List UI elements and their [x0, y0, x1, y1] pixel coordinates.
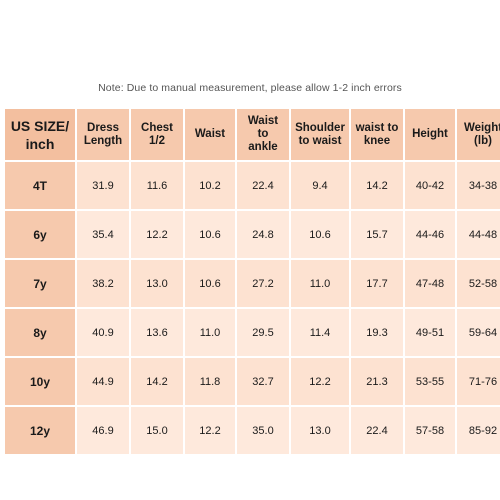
- waist-to-knee-cell: 19.3: [351, 309, 403, 356]
- shoulder-to-waist-cell: 10.6: [291, 211, 349, 258]
- waist-cell: 10.6: [185, 260, 235, 307]
- waist-to-ankle-cell: 24.8: [237, 211, 289, 258]
- size-cell: 7y: [5, 260, 75, 307]
- shoulder-to-waist-cell: 11.4: [291, 309, 349, 356]
- shoulder-to-waist-cell: 9.4: [291, 162, 349, 209]
- table-row: 4T 31.9 11.6 10.2 22.4 9.4 14.2 40-42 34…: [5, 162, 500, 209]
- dress-length-cell: 38.2: [77, 260, 129, 307]
- size-chart-table: US SIZE/ inch Dress Length Chest 1/2 Wai…: [3, 107, 500, 456]
- waist-cell: 11.0: [185, 309, 235, 356]
- waist-to-ankle-cell: 35.0: [237, 407, 289, 454]
- weight-cell: 85-92: [457, 407, 500, 454]
- weight-cell: 71-76: [457, 358, 500, 405]
- weight-cell: 52-58: [457, 260, 500, 307]
- header-waist: Waist: [185, 109, 235, 160]
- waist-to-knee-cell: 15.7: [351, 211, 403, 258]
- chest-cell: 13.0: [131, 260, 183, 307]
- table-row: 6y 35.4 12.2 10.6 24.8 10.6 15.7 44-46 4…: [5, 211, 500, 258]
- size-cell: 10y: [5, 358, 75, 405]
- chest-cell: 13.6: [131, 309, 183, 356]
- waist-to-ankle-cell: 27.2: [237, 260, 289, 307]
- waist-cell: 12.2: [185, 407, 235, 454]
- chest-cell: 11.6: [131, 162, 183, 209]
- waist-to-knee-cell: 21.3: [351, 358, 403, 405]
- height-cell: 47-48: [405, 260, 455, 307]
- header-waist-to-knee: waist to knee: [351, 109, 403, 160]
- shoulder-to-waist-cell: 13.0: [291, 407, 349, 454]
- table-row: 8y 40.9 13.6 11.0 29.5 11.4 19.3 49-51 5…: [5, 309, 500, 356]
- measurement-note: Note: Due to manual measurement, please …: [98, 82, 402, 94]
- waist-to-knee-cell: 22.4: [351, 407, 403, 454]
- shoulder-to-waist-cell: 12.2: [291, 358, 349, 405]
- size-cell: 6y: [5, 211, 75, 258]
- size-cell: 8y: [5, 309, 75, 356]
- dress-length-cell: 31.9: [77, 162, 129, 209]
- height-cell: 49-51: [405, 309, 455, 356]
- header-shoulder-to-waist: Shoulder to waist: [291, 109, 349, 160]
- dress-length-cell: 44.9: [77, 358, 129, 405]
- waist-to-knee-cell: 17.7: [351, 260, 403, 307]
- waist-cell: 10.2: [185, 162, 235, 209]
- size-cell: 4T: [5, 162, 75, 209]
- waist-cell: 10.6: [185, 211, 235, 258]
- header-row: US SIZE/ inch Dress Length Chest 1/2 Wai…: [5, 109, 500, 160]
- chest-cell: 15.0: [131, 407, 183, 454]
- waist-cell: 11.8: [185, 358, 235, 405]
- header-chest: Chest 1/2: [131, 109, 183, 160]
- waist-to-ankle-cell: 22.4: [237, 162, 289, 209]
- height-cell: 40-42: [405, 162, 455, 209]
- size-cell: 12y: [5, 407, 75, 454]
- height-cell: 53-55: [405, 358, 455, 405]
- table-row: 12y 46.9 15.0 12.2 35.0 13.0 22.4 57-58 …: [5, 407, 500, 454]
- chest-cell: 14.2: [131, 358, 183, 405]
- header-height: Height: [405, 109, 455, 160]
- header-dress-length: Dress Length: [77, 109, 129, 160]
- dress-length-cell: 40.9: [77, 309, 129, 356]
- weight-cell: 44-48: [457, 211, 500, 258]
- height-cell: 44-46: [405, 211, 455, 258]
- waist-to-knee-cell: 14.2: [351, 162, 403, 209]
- shoulder-to-waist-cell: 11.0: [291, 260, 349, 307]
- chest-cell: 12.2: [131, 211, 183, 258]
- header-weight: Weight (lb): [457, 109, 500, 160]
- dress-length-cell: 35.4: [77, 211, 129, 258]
- header-waist-to-ankle: Waist to ankle: [237, 109, 289, 160]
- table-row: 10y 44.9 14.2 11.8 32.7 12.2 21.3 53-55 …: [5, 358, 500, 405]
- height-cell: 57-58: [405, 407, 455, 454]
- weight-cell: 34-38: [457, 162, 500, 209]
- header-us-size: US SIZE/ inch: [5, 109, 75, 160]
- table-row: 7y 38.2 13.0 10.6 27.2 11.0 17.7 47-48 5…: [5, 260, 500, 307]
- waist-to-ankle-cell: 29.5: [237, 309, 289, 356]
- weight-cell: 59-64: [457, 309, 500, 356]
- dress-length-cell: 46.9: [77, 407, 129, 454]
- waist-to-ankle-cell: 32.7: [237, 358, 289, 405]
